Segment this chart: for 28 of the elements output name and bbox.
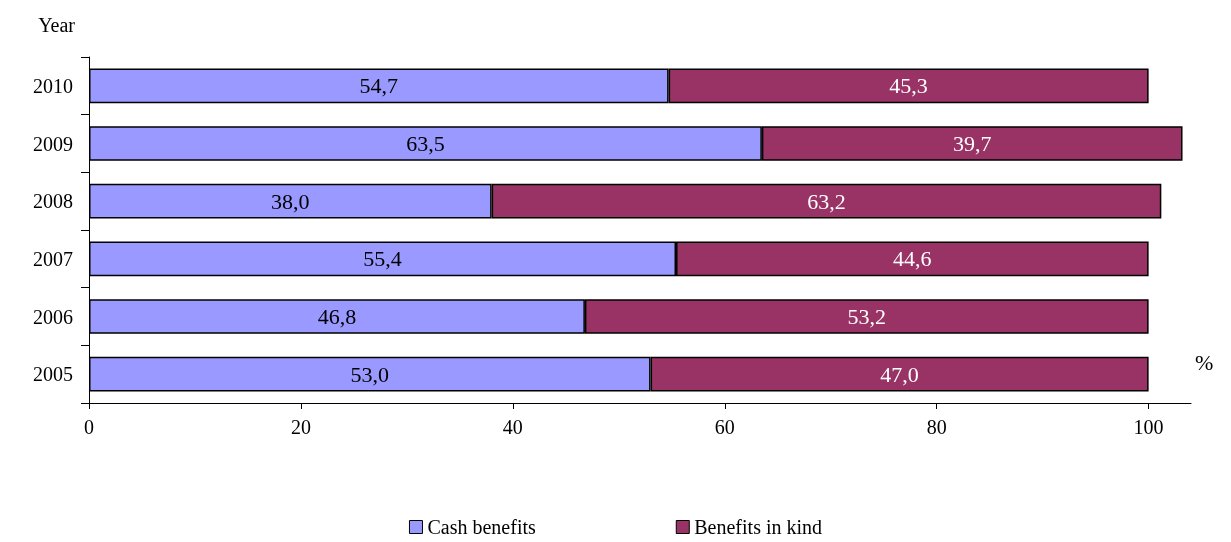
x-tick-label: 20 bbox=[290, 416, 311, 438]
data-label: 44,6 bbox=[893, 246, 932, 272]
legend-label: Cash benefits bbox=[427, 516, 536, 538]
data-label: 63,2 bbox=[807, 188, 846, 214]
data-label: 39,7 bbox=[952, 131, 992, 156]
y-tick-label: 2008 bbox=[33, 190, 73, 213]
data-label: 63,5 bbox=[406, 131, 445, 156]
data-label: 53,2 bbox=[847, 304, 887, 329]
x-tick-label: 40 bbox=[502, 416, 523, 438]
x-axis-title: % bbox=[1195, 349, 1214, 375]
x-tick-label: 60 bbox=[714, 416, 735, 438]
data-label: 45,3 bbox=[889, 73, 928, 99]
x-tick-label: 0 bbox=[84, 416, 94, 438]
y-tick-label: 2005 bbox=[33, 363, 73, 386]
data-label: 54,7 bbox=[359, 73, 399, 99]
data-label: 53,0 bbox=[350, 361, 390, 387]
y-tick-label: 2010 bbox=[33, 74, 73, 97]
y-tick-label: 2006 bbox=[33, 305, 73, 328]
data-label: 46,8 bbox=[317, 304, 357, 329]
data-label: 38,0 bbox=[271, 188, 310, 214]
x-tick-label: 80 bbox=[926, 416, 947, 438]
data-label: 47,0 bbox=[880, 361, 919, 387]
legend-label: Benefits in kind bbox=[694, 516, 823, 538]
x-tick-label: 100 bbox=[1133, 416, 1164, 438]
data-label: 55,4 bbox=[363, 246, 402, 272]
y-axis-title: Year bbox=[38, 14, 76, 36]
y-tick-label: 2009 bbox=[33, 132, 73, 155]
y-tick-label: 2007 bbox=[33, 247, 73, 270]
